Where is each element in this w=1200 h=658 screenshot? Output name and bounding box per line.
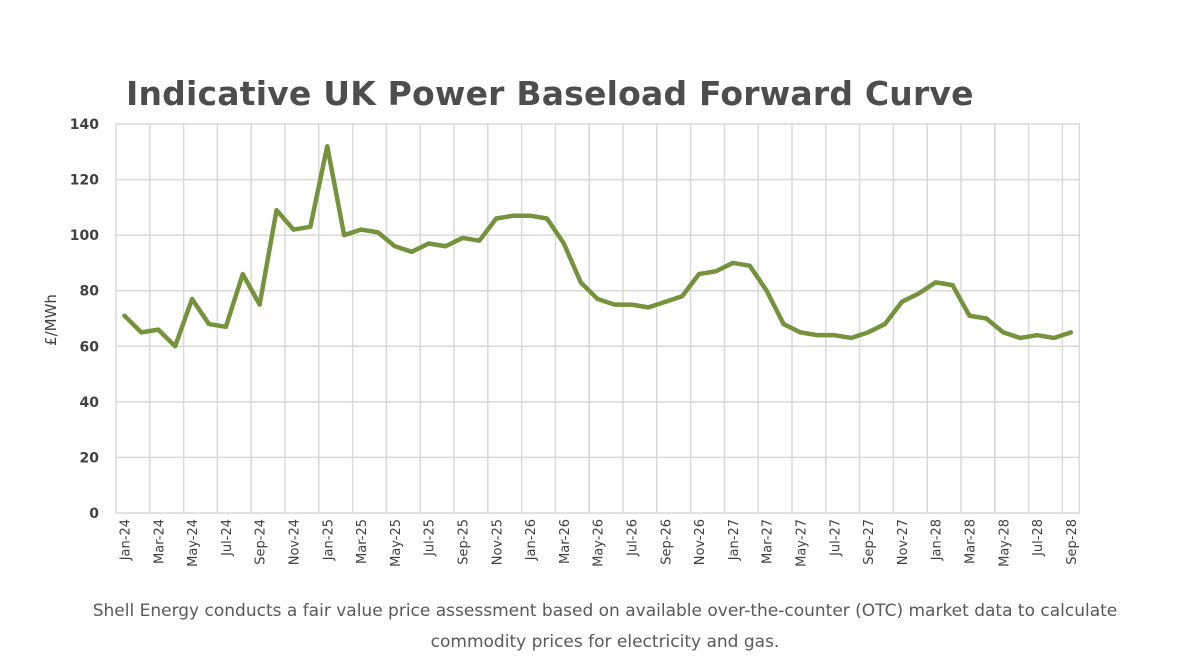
x-tick-label: Sep-28	[1065, 519, 1080, 565]
y-tick-label: 120	[70, 173, 99, 189]
x-tick-label: May-26	[592, 519, 607, 567]
x-tick-label: May-24	[186, 519, 201, 567]
x-tick-label: Jan-24	[118, 519, 133, 561]
footnote-line-1: Shell Energy conducts a fair value price…	[92, 601, 1118, 621]
y-tick-label: 60	[80, 339, 100, 355]
x-tick-label: Jul-26	[625, 519, 640, 557]
x-tick-label: Sep-25	[456, 519, 471, 565]
x-tick-label: Jan-28	[930, 519, 945, 561]
x-tick-label: Jul-28	[1031, 519, 1046, 557]
x-tick-label: May-27	[794, 519, 809, 567]
x-tick-label: Jul-25	[423, 519, 438, 557]
x-tick-label: Jan-26	[524, 519, 539, 561]
x-tick-label: Sep-24	[254, 519, 269, 565]
x-axis-ticks: Jan-24 Mar-24 May-24 Jul-24 Sep-24 Nov-24 Jan-…	[118, 519, 1079, 567]
x-tick-label: Mar-24	[152, 519, 167, 564]
x-tick-label: Nov-27	[896, 519, 911, 565]
line-chart: 0 20 40 60 80 100 120 140 Jan-24 Mar-24 May-24 Jul…	[42, 117, 1081, 567]
x-tick-label: Jul-24	[220, 519, 235, 557]
x-tick-label: Sep-26	[659, 519, 674, 565]
series-group	[122, 143, 1074, 349]
x-tick-label: Jan-27	[727, 519, 742, 561]
x-tick-label: Mar-25	[355, 519, 370, 564]
y-tick-label: 140	[70, 117, 99, 133]
x-tick-label: May-25	[389, 519, 404, 567]
x-tick-label: Mar-26	[558, 519, 573, 564]
x-tick-label: May-28	[997, 519, 1012, 567]
x-tick-label: Nov-25	[490, 519, 505, 565]
x-tick-label: Jan-25	[321, 519, 336, 561]
y-tick-label: 0	[89, 506, 99, 522]
gridlines	[115, 123, 1081, 514]
x-tick-label: Mar-27	[761, 519, 776, 564]
y-axis-ticks: 0 20 40 60 80 100 120 140	[70, 117, 99, 522]
x-tick-label: Nov-26	[693, 519, 708, 565]
x-tick-label: Sep-27	[862, 519, 877, 565]
x-tick-label: Mar-28	[963, 519, 978, 564]
series-line	[122, 143, 1074, 349]
y-tick-label: 80	[80, 284, 100, 300]
y-tick-label: 40	[80, 395, 100, 411]
y-axis-label: £/MWh	[42, 294, 60, 346]
y-tick-label: 100	[70, 228, 99, 244]
chart-title: Indicative UK Power Baseload Forward Cur…	[126, 74, 974, 113]
footnote-line-2: commodity prices for electricity and gas…	[430, 632, 780, 652]
y-tick-label: 20	[80, 450, 100, 466]
x-tick-label: Nov-24	[287, 519, 302, 565]
x-tick-label: Jul-27	[828, 519, 843, 557]
